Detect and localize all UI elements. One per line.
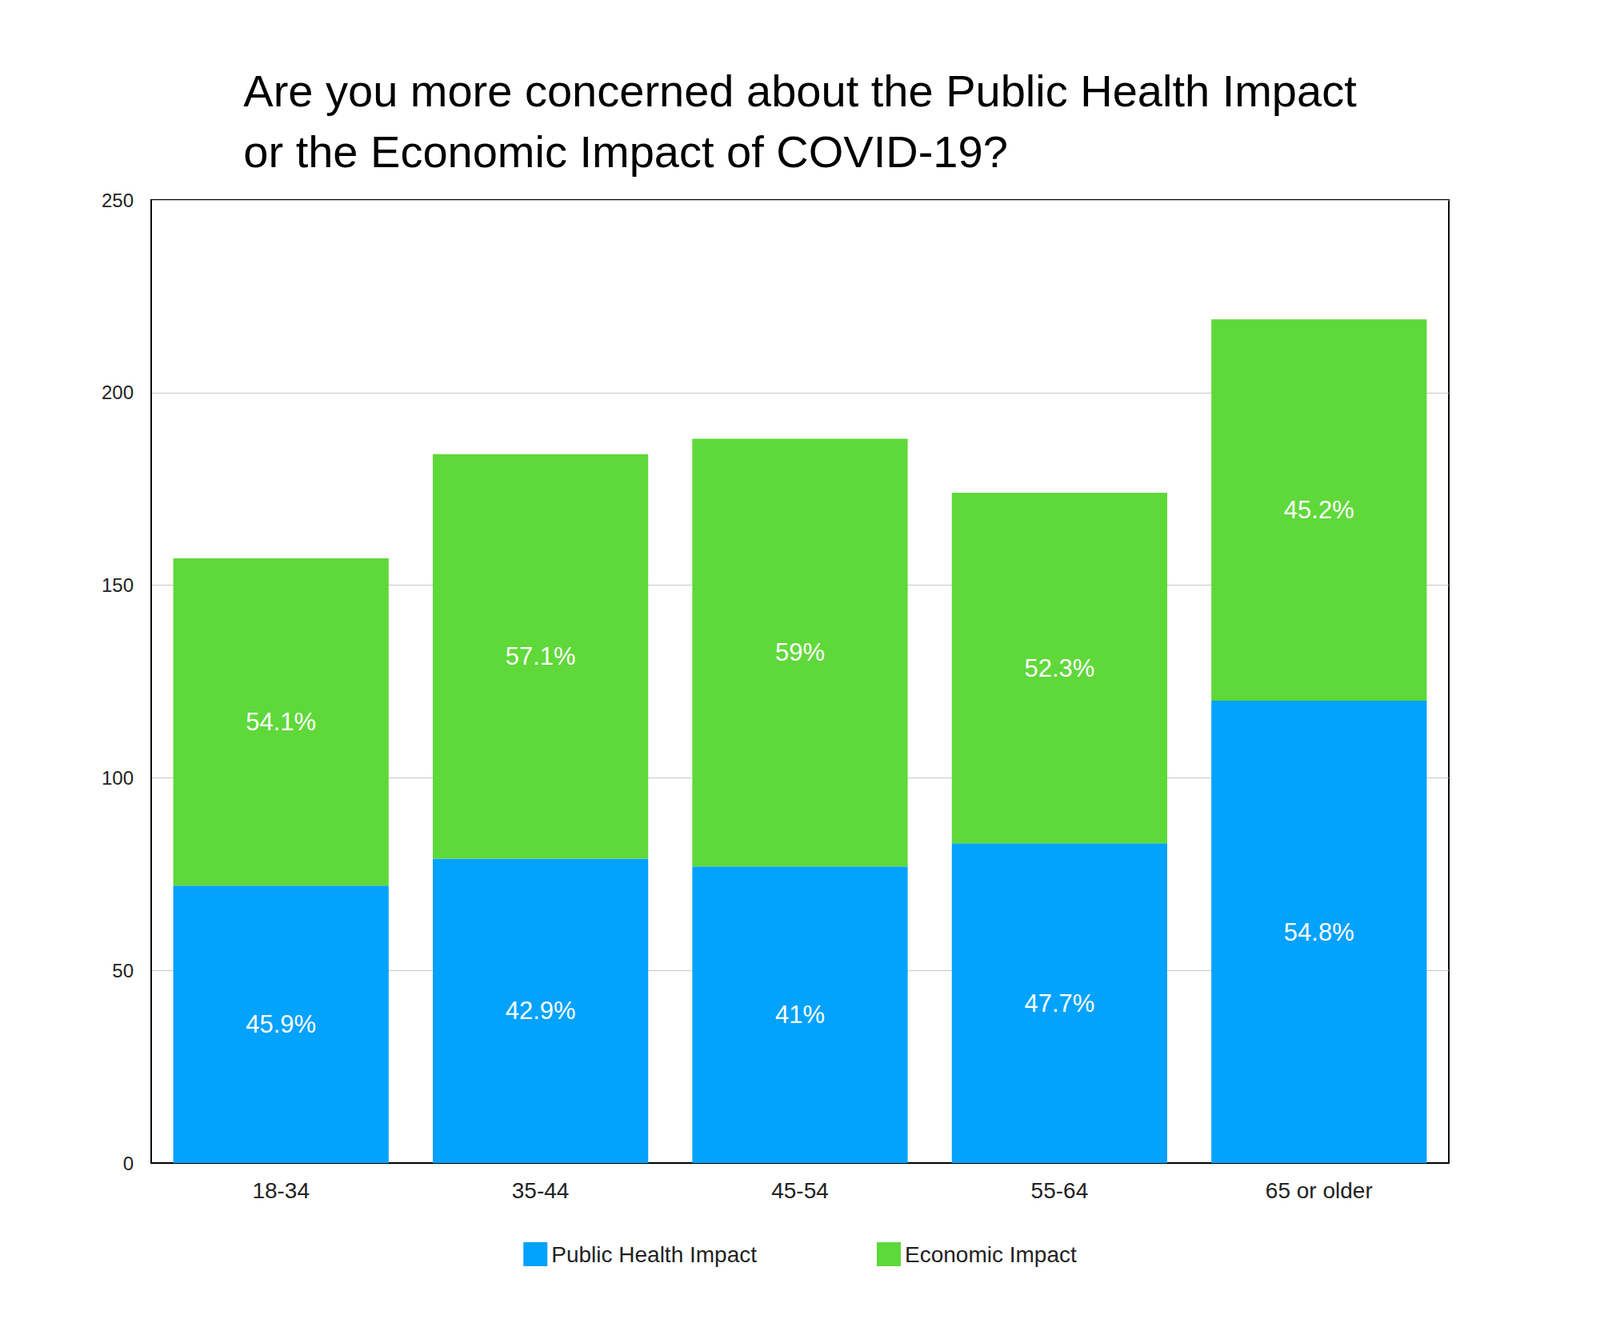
svg-text:100: 100 bbox=[101, 767, 134, 789]
svg-text:Are you more concerned about t: Are you more concerned about the Public … bbox=[243, 65, 1357, 116]
svg-text:42.9%: 42.9% bbox=[505, 996, 576, 1025]
svg-text:or the Economic Impact of COVI: or the Economic Impact of COVID-19? bbox=[243, 126, 1008, 177]
svg-text:52.3%: 52.3% bbox=[1024, 654, 1095, 683]
svg-text:200: 200 bbox=[101, 381, 134, 404]
svg-text:18-34: 18-34 bbox=[252, 1178, 310, 1204]
svg-text:55-64: 55-64 bbox=[1031, 1178, 1089, 1204]
svg-text:0: 0 bbox=[123, 1152, 134, 1175]
svg-text:45.9%: 45.9% bbox=[245, 1010, 316, 1039]
svg-text:45.2%: 45.2% bbox=[1284, 496, 1355, 524]
svg-text:50: 50 bbox=[112, 960, 134, 982]
svg-text:54.8%: 54.8% bbox=[1284, 918, 1355, 947]
svg-text:47.7%: 47.7% bbox=[1024, 989, 1095, 1018]
svg-text:57.1%: 57.1% bbox=[505, 642, 576, 671]
svg-text:250: 250 bbox=[101, 189, 134, 212]
svg-text:45-54: 45-54 bbox=[771, 1178, 829, 1204]
svg-text:35-44: 35-44 bbox=[512, 1178, 570, 1204]
svg-text:41%: 41% bbox=[775, 1000, 825, 1029]
svg-text:59%: 59% bbox=[775, 638, 825, 667]
svg-text:Economic Impact: Economic Impact bbox=[904, 1242, 1077, 1268]
svg-text:150: 150 bbox=[101, 574, 134, 596]
svg-text:65 or older: 65 or older bbox=[1265, 1178, 1373, 1204]
svg-text:Public Health Impact: Public Health Impact bbox=[551, 1242, 757, 1268]
svg-text:54.1%: 54.1% bbox=[245, 708, 316, 736]
